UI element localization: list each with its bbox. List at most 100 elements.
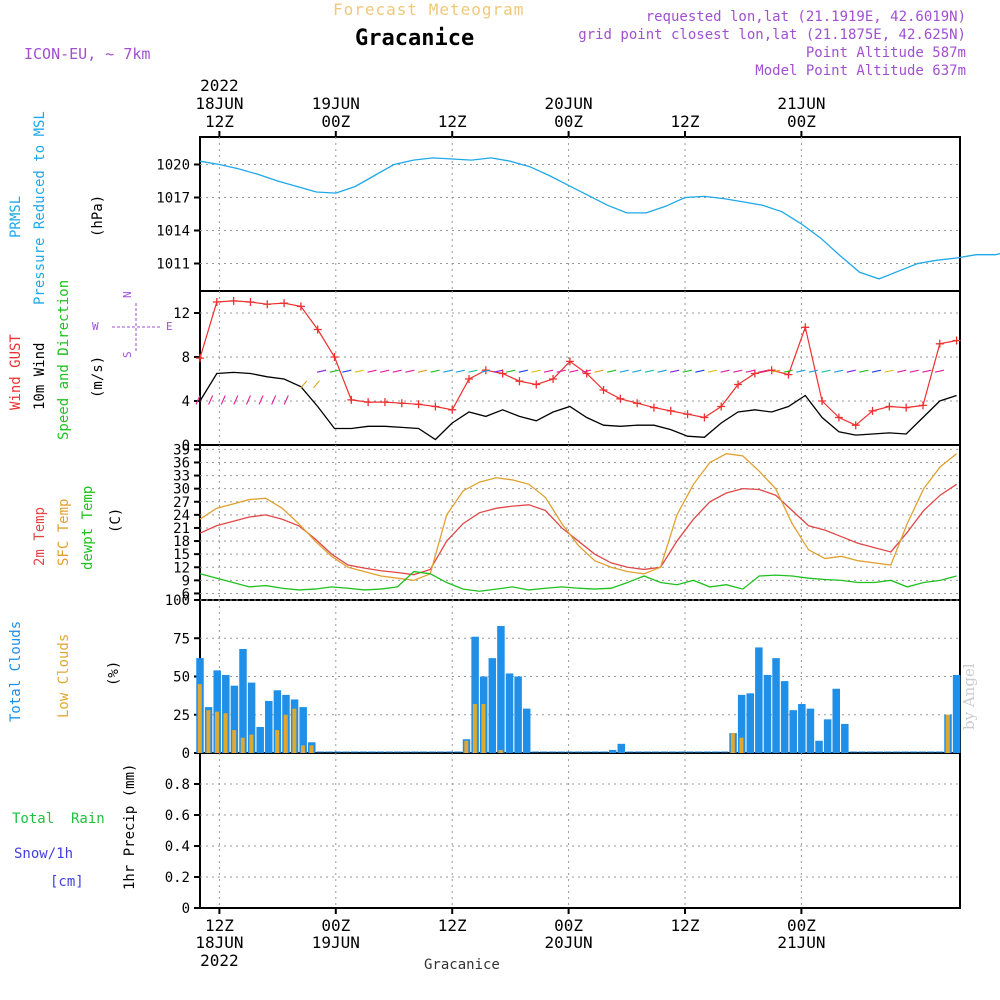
y-tick-label: 50 <box>173 670 190 686</box>
gust-marker <box>263 300 272 309</box>
y-tick-label: 36 <box>173 455 190 471</box>
low-cloud-bar <box>498 749 503 753</box>
wind-arrow <box>283 395 289 405</box>
point-altitude: Point Altitude 587m <box>805 45 966 61</box>
wind-arrow <box>233 395 239 405</box>
gust-marker <box>818 397 827 405</box>
x-label-bottom: 00Z <box>787 916 816 935</box>
wind-arrow <box>455 369 465 373</box>
y-tick-label: 0.4 <box>165 839 190 855</box>
wind-arrow <box>758 369 768 373</box>
y-tick-label: 25 <box>173 708 190 724</box>
y-tick-label: 1011 <box>156 257 190 273</box>
closest-coords: grid point closest lon,lat (21.1875E, 42… <box>578 27 966 43</box>
wind-arrow <box>581 369 592 373</box>
x-label-bottom: 12Z <box>438 916 467 935</box>
y-tick-label: 75 <box>173 631 190 647</box>
gust-marker <box>448 405 457 414</box>
x-label-bottom: 20JUN <box>545 933 593 952</box>
gust-marker <box>347 395 356 404</box>
wind-arrow <box>783 369 793 373</box>
wind-arrow <box>707 369 718 373</box>
wind-arrow <box>443 369 453 373</box>
wind-arrow <box>271 395 277 405</box>
gust-marker <box>414 400 423 409</box>
sfc-line <box>199 453 958 582</box>
x-label-top: 21JUN <box>777 94 825 113</box>
total-cloud-bar <box>514 676 522 753</box>
total-cloud-bar <box>789 710 797 753</box>
wind-arrow <box>619 369 629 373</box>
gust-marker <box>633 399 642 408</box>
wind-arrow <box>733 369 743 373</box>
wind-arrow <box>607 369 617 373</box>
gust-marker <box>330 353 339 361</box>
x-label-top: 12Z <box>205 112 234 131</box>
wind-arrow <box>859 369 869 373</box>
wind-arrow <box>313 380 320 389</box>
wind-arrow <box>833 369 844 373</box>
gust-marker <box>431 402 440 411</box>
compass-n: N <box>121 291 134 298</box>
panel-frame-precipitation <box>199 752 961 909</box>
y-tick-label: 15 <box>173 547 190 563</box>
wind-arrow <box>342 369 352 373</box>
total-cloud-bar <box>497 626 505 753</box>
total-cloud-bar <box>823 719 832 753</box>
x-label-top: 00Z <box>554 112 583 131</box>
wind-arrow <box>208 395 214 405</box>
compass-e: E <box>166 320 173 333</box>
total-cloud-bar <box>471 636 479 753</box>
x-label-bottom: 12Z <box>671 916 700 935</box>
gust-marker <box>280 299 289 308</box>
wind-arrow <box>821 369 831 373</box>
model-label: ICON-EU, ~ 7km <box>24 45 151 63</box>
wind-arrow <box>720 369 730 373</box>
x-label-bottom: 2022 <box>200 951 239 970</box>
wind-arrow <box>480 369 491 373</box>
panel-frame-temperature <box>199 444 961 601</box>
low-cloud-bar <box>206 710 211 753</box>
wind-arrow <box>392 369 402 373</box>
wind-arrow <box>518 369 528 373</box>
y-tick-label: 21 <box>173 521 190 537</box>
wind-arrow <box>430 369 440 373</box>
gust-marker <box>296 302 305 311</box>
total-cloud-bar <box>798 704 806 753</box>
total-cloud-bar <box>230 685 239 753</box>
gust-line <box>199 300 957 426</box>
gust-marker <box>515 377 524 386</box>
y-tick-label: 18 <box>173 534 190 550</box>
total-cloud-bar <box>256 726 264 753</box>
x-label-top: 19JUN <box>312 94 360 113</box>
y-tick-label: 0.2 <box>165 870 190 886</box>
y-tick-label: 1017 <box>156 191 190 207</box>
low-cloud-bar <box>472 704 477 753</box>
y-tick-label: 0.6 <box>165 808 190 824</box>
x-label-bottom: 19JUN <box>312 933 360 952</box>
gust-marker <box>229 296 238 305</box>
chart-title: Forecast Meteogram <box>333 0 525 19</box>
total-cloud-bar <box>522 708 531 753</box>
y-tick-label: 1014 <box>156 224 190 240</box>
model-altitude: Model Point Altitude 637m <box>755 63 966 79</box>
wind-arrow <box>245 395 251 405</box>
wind-arrow <box>493 369 503 373</box>
x-label-bottom: 18JUN <box>195 933 243 952</box>
y-tick-label: 4 <box>182 394 190 410</box>
gust-marker <box>196 354 204 363</box>
x-label-top: 12Z <box>671 112 700 131</box>
low-cloud-bar <box>197 684 202 753</box>
y-tick-label: 100 <box>165 593 190 609</box>
low-cloud-bar <box>730 733 735 753</box>
label-cm: [cm] <box>50 874 84 890</box>
wind-arrow <box>468 369 478 373</box>
wind-arrow <box>909 369 919 373</box>
gust-marker <box>918 401 927 410</box>
footer-location: Gracanice <box>424 957 500 973</box>
gust-marker <box>313 325 322 334</box>
wind-arrow <box>871 369 882 373</box>
compass-s: S <box>121 351 134 358</box>
low-cloud-bar <box>309 745 314 753</box>
